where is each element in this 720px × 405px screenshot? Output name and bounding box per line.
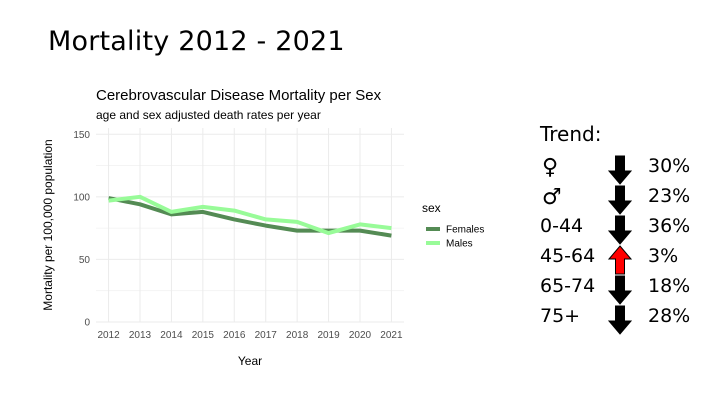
arrow-down-icon bbox=[608, 305, 632, 335]
trend-row: 65-74 18% bbox=[540, 275, 710, 305]
legend-title: sex bbox=[422, 201, 441, 215]
x-tick-label: 2019 bbox=[317, 330, 340, 341]
x-tick-label: 2014 bbox=[160, 330, 183, 341]
y-tick-label: 150 bbox=[73, 130, 90, 141]
trend-percentage: 36% bbox=[648, 215, 691, 237]
trend-label: 0-44 bbox=[540, 215, 584, 237]
arrow-down-icon bbox=[608, 185, 632, 215]
x-tick-label: 2015 bbox=[192, 330, 215, 341]
legend-label: Males bbox=[446, 239, 473, 250]
arrow-down-icon bbox=[608, 215, 632, 245]
x-tick-label: 2013 bbox=[129, 330, 152, 341]
trend-label: ♂ bbox=[542, 185, 562, 210]
arrow-down-icon bbox=[608, 155, 632, 185]
trend-label: ♀ bbox=[542, 155, 559, 180]
y-axis-title: Mortality per 100,000 population bbox=[41, 139, 55, 310]
x-tick-label: 2020 bbox=[349, 330, 372, 341]
x-tick-label: 2018 bbox=[286, 330, 309, 341]
trend-label: 65-74 bbox=[540, 275, 596, 297]
trend-row: 75+ 28% bbox=[540, 305, 710, 335]
trend-percentage: 3% bbox=[648, 245, 679, 267]
y-tick-label: 0 bbox=[84, 318, 90, 329]
trend-label: 75+ bbox=[540, 305, 581, 327]
trend-percentage: 30% bbox=[648, 155, 691, 177]
x-tick-label: 2017 bbox=[255, 330, 278, 341]
trend-percentage: 18% bbox=[648, 275, 691, 297]
trend-percentage: 28% bbox=[648, 305, 691, 327]
arrow-down-icon bbox=[608, 275, 632, 305]
trend-row: ♂ 23% bbox=[540, 185, 710, 215]
trend-row: 0-44 36% bbox=[540, 215, 710, 245]
trend-row: ♀ 30% bbox=[540, 155, 710, 185]
x-axis-title: Year bbox=[238, 354, 262, 368]
trend-title: Trend: bbox=[540, 122, 602, 146]
trend-row: 45-64 3% bbox=[540, 245, 710, 275]
arrow-up-icon bbox=[608, 245, 632, 275]
x-tick-label: 2021 bbox=[380, 330, 403, 341]
trend-label: 45-64 bbox=[540, 245, 596, 267]
slide-title: Mortality 2012 - 2021 bbox=[48, 26, 345, 57]
series-line-males bbox=[108, 194, 392, 236]
chart-title: Cerebrovascular Disease Mortality per Se… bbox=[96, 87, 382, 104]
y-tick-label: 50 bbox=[79, 255, 91, 266]
y-tick-label: 100 bbox=[73, 192, 90, 203]
x-tick-label: 2016 bbox=[223, 330, 246, 341]
chart-subtitle: age and sex adjusted death rates per yea… bbox=[96, 108, 321, 122]
trend-percentage: 23% bbox=[648, 185, 691, 207]
legend-label: Females bbox=[446, 225, 484, 236]
x-tick-label: 2012 bbox=[97, 330, 120, 341]
